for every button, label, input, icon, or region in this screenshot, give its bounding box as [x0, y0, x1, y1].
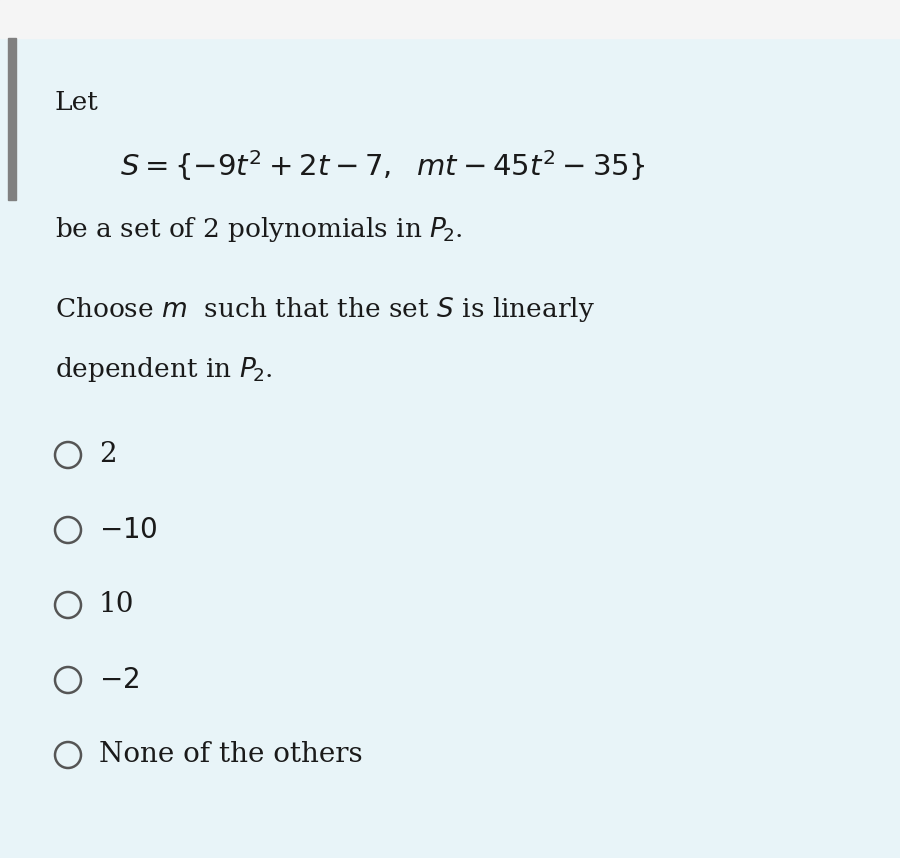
Bar [0, 0, 900, 38]
Text: None of the others: None of the others [99, 741, 363, 769]
Text: Let: Let [55, 90, 99, 115]
Text: $-2$: $-2$ [99, 667, 140, 693]
Text: dependent in $P_{\!2}$.: dependent in $P_{\!2}$. [55, 355, 273, 384]
Text: $S = \{-9t^2+2t-7,\ \ mt-45t^2-35\}$: $S = \{-9t^2+2t-7,\ \ mt-45t^2-35\}$ [120, 148, 645, 183]
Text: $-10$: $-10$ [99, 517, 158, 543]
Text: be a set of 2 polynomials in $P_{\!2}$.: be a set of 2 polynomials in $P_{\!2}$. [55, 215, 463, 244]
Text: 10: 10 [99, 591, 134, 619]
Text: Choose $m$  such that the set $S$ is linearly: Choose $m$ such that the set $S$ is line… [55, 295, 595, 324]
Bar [8, 38, 16, 200]
Text: 2: 2 [99, 442, 117, 468]
